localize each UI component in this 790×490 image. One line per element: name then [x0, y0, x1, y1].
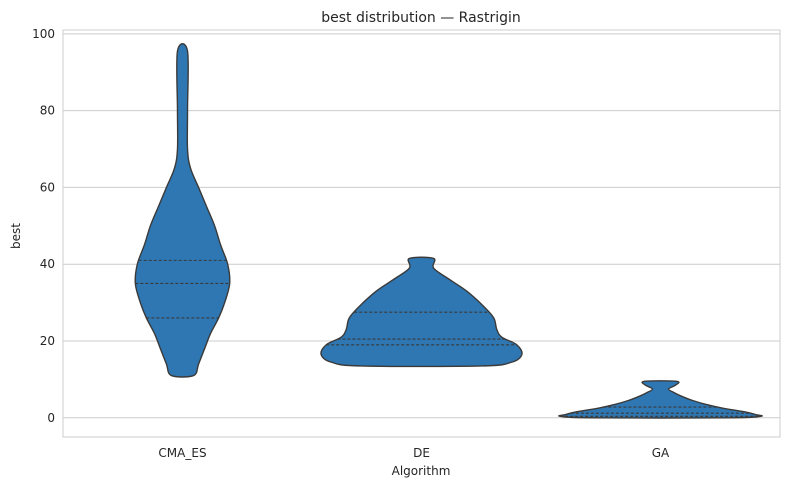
violin-ga: [558, 380, 763, 419]
x-axis-label: Algorithm: [392, 464, 451, 478]
chart-title: best distribution — Rastrigin: [321, 10, 521, 26]
violin-cma_es: [134, 43, 231, 378]
violins: [134, 43, 763, 419]
y-axis-label: best: [9, 223, 23, 249]
y-tick-label: 60: [40, 180, 55, 194]
y-tick-label: 80: [40, 104, 55, 118]
x-tick-label: GA: [652, 446, 670, 460]
y-tick-label: 40: [40, 257, 55, 271]
y-tick-label: 0: [47, 411, 55, 425]
y-tick-label: 20: [40, 334, 55, 348]
y-tick-labels: 0 20 40 60 80 100: [32, 27, 55, 425]
x-tick-label: CMA_ES: [158, 446, 206, 460]
x-tick-label: DE: [413, 446, 430, 460]
plot-frame: [62, 29, 781, 438]
y-tick-label: 100: [32, 27, 55, 41]
x-tick-labels: CMA_ES DE GA: [158, 446, 670, 460]
